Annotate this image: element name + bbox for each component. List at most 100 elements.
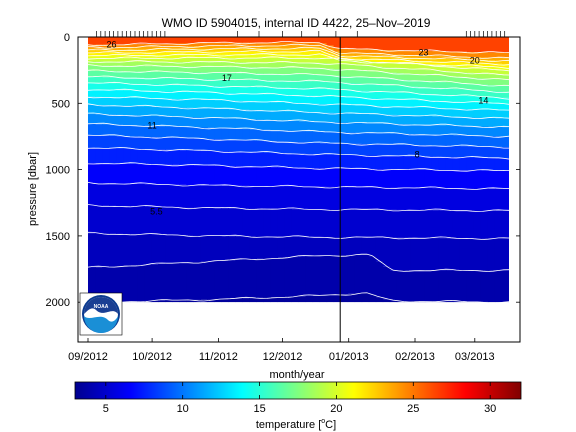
field-cell — [207, 117, 215, 128]
field-cell — [200, 185, 208, 208]
field-cell — [172, 126, 180, 138]
isotherm-label: 8 — [415, 150, 420, 160]
field-cell — [200, 207, 208, 236]
field-cell — [480, 117, 489, 127]
field-cell — [340, 143, 349, 155]
field-cell — [319, 43, 328, 47]
field-cell — [270, 87, 279, 95]
colorbar-label-main: temperature [ — [256, 419, 321, 431]
field-cell — [368, 114, 377, 124]
field-cell — [319, 295, 328, 303]
field-cell — [207, 150, 215, 166]
field-cell — [305, 295, 314, 303]
field-cell — [214, 72, 222, 80]
field-cell — [438, 101, 447, 109]
field-cell — [277, 257, 286, 298]
field-cell — [186, 43, 194, 47]
field-cell — [494, 91, 503, 98]
field-cell — [361, 56, 370, 60]
field-cell — [263, 166, 272, 187]
field-cell — [312, 48, 321, 52]
field-cell — [172, 184, 180, 208]
field-cell — [291, 257, 300, 297]
field-cell — [382, 299, 391, 303]
field-cell — [221, 185, 229, 209]
isotherm-line — [87, 46, 510, 62]
field-cell — [277, 120, 286, 131]
field-cell — [256, 57, 265, 63]
field-cell — [235, 236, 243, 260]
field-cell — [193, 43, 201, 47]
field-cell — [480, 270, 489, 302]
field-cell — [242, 166, 250, 186]
field-cell — [319, 96, 328, 105]
field-cell — [249, 101, 257, 111]
field-cell — [256, 258, 265, 298]
field-cell — [158, 66, 166, 72]
field-cell — [361, 168, 370, 188]
field-cell — [249, 93, 257, 102]
field-cell — [102, 124, 110, 136]
field-cell — [151, 206, 159, 235]
field-cell — [424, 169, 433, 188]
field-cell — [431, 156, 440, 170]
field-cell — [172, 66, 180, 73]
field-cell — [389, 92, 398, 100]
field-cell — [326, 89, 335, 97]
field-cell — [116, 65, 124, 72]
field-cell — [95, 124, 103, 136]
field-cell — [501, 67, 510, 71]
field-cell — [305, 154, 314, 169]
field-cell — [340, 97, 349, 105]
field-cell — [249, 152, 257, 167]
field-cell — [396, 92, 405, 100]
field-cell — [473, 90, 482, 97]
field-cell — [109, 183, 117, 206]
field-cell — [347, 60, 356, 65]
field-cell — [305, 168, 314, 187]
field-cell — [137, 52, 145, 56]
field-cell — [438, 301, 447, 303]
field-cell — [333, 113, 342, 123]
field-cell — [137, 149, 145, 165]
field-cell — [165, 61, 173, 67]
field-cell — [438, 156, 447, 170]
field-cell — [389, 270, 398, 301]
field-cell — [137, 84, 145, 91]
field-cell — [228, 109, 236, 119]
field-cell — [228, 51, 236, 55]
colorbar-label-unit: C] — [325, 419, 336, 431]
field-cell — [186, 165, 194, 185]
field-cell — [452, 89, 461, 96]
field-cell — [466, 77, 475, 84]
field-cell — [256, 119, 265, 130]
field-cell — [102, 44, 110, 48]
field-cell — [109, 77, 117, 84]
field-cell — [284, 186, 293, 209]
field-cell — [354, 65, 363, 71]
field-cell — [375, 98, 384, 107]
field-cell — [221, 54, 229, 58]
field-cell — [480, 157, 489, 171]
field-cell — [270, 186, 279, 209]
field-cell — [193, 52, 201, 55]
field-cell — [109, 55, 117, 59]
x-tick-label: 01/2013 — [329, 351, 369, 363]
field-cell — [116, 58, 124, 62]
field-cell — [312, 112, 321, 122]
field-cell — [333, 104, 342, 114]
field-cell — [326, 75, 335, 83]
field-cell — [221, 79, 229, 87]
field-cell — [417, 107, 426, 116]
field-cell — [361, 292, 370, 303]
field-cell — [333, 64, 342, 70]
field-cell — [459, 77, 468, 84]
field-cell — [284, 54, 293, 58]
field-cell — [235, 86, 243, 94]
field-cell — [410, 210, 419, 238]
field-cell — [438, 116, 447, 126]
field-cell — [277, 153, 286, 168]
field-cell — [158, 137, 166, 150]
field-cell — [109, 37, 117, 45]
field-cell — [424, 51, 433, 56]
